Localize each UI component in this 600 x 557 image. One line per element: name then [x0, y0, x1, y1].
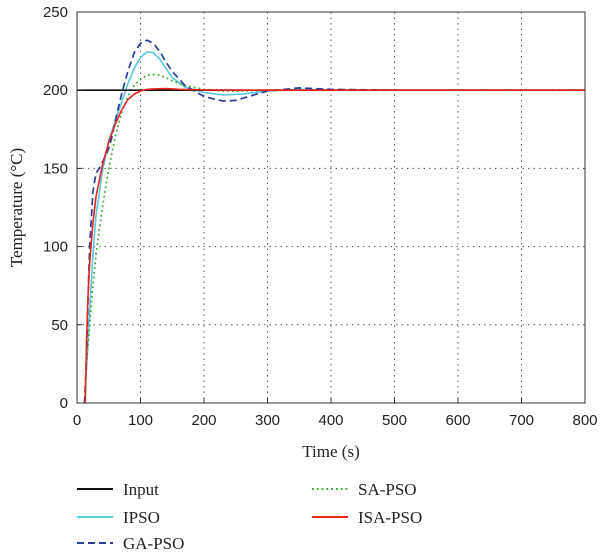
grid-lines — [77, 12, 585, 403]
x-tick-label: 400 — [318, 412, 343, 429]
legend-label-sa-pso: SA-PSO — [358, 480, 417, 499]
legend-label-isa-pso: ISA-PSO — [358, 508, 422, 527]
x-tick-label: 300 — [255, 412, 280, 429]
series-line-sa-pso — [83, 73, 585, 404]
x-tick-label: 500 — [382, 412, 407, 429]
legend-label-input: Input — [123, 480, 159, 499]
x-axis-label: Time (s) — [302, 442, 359, 461]
legend-label-ipso: IPSO — [123, 508, 160, 527]
legend-label-ga-pso: GA-PSO — [123, 534, 184, 553]
series-line-isa-pso — [84, 87, 585, 404]
x-tick-label: 100 — [128, 412, 153, 429]
y-tick-label: 0 — [60, 395, 68, 412]
y-tick-label: 200 — [43, 82, 68, 99]
series-line-ga-pso — [83, 39, 585, 404]
x-tick-label: 0 — [73, 412, 81, 429]
y-tick-label: 250 — [43, 4, 68, 21]
legend: Input IPSO GA-PSO SA-PSO ISA-PSO — [77, 480, 422, 553]
y-tick-label: 50 — [51, 317, 68, 334]
plot-frame — [76, 11, 586, 404]
tick-labels: 0 100 200 300 400 500 600 700 800 0 50 100 150 200 250 — [43, 4, 598, 429]
x-tick-label: 700 — [509, 412, 534, 429]
y-tick-label: 150 — [43, 160, 68, 177]
series-line-ipso — [83, 51, 585, 404]
x-tick-label: 600 — [445, 412, 470, 429]
y-axis-label: Temperature (°C) — [7, 148, 26, 267]
y-tick-label: 100 — [43, 239, 68, 256]
x-tick-label: 800 — [572, 412, 597, 429]
x-tick-label: 200 — [191, 412, 216, 429]
series-lines — [77, 39, 585, 404]
